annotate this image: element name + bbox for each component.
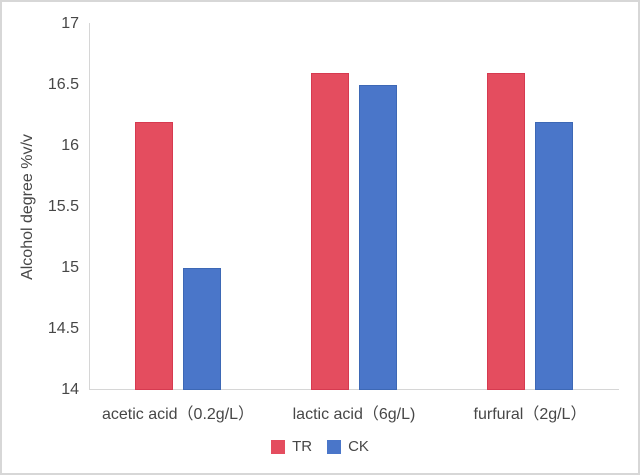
legend: TR CK: [2, 438, 638, 455]
y-tick-label: 16: [61, 137, 79, 154]
x-axis-label: lactic acid（6g/L): [292, 406, 416, 423]
bar-tr-2: [487, 72, 525, 390]
bar-tr-0: [135, 121, 173, 390]
legend-label-tr: TR: [292, 438, 313, 455]
y-axis-line: [89, 23, 90, 390]
legend-label-ck: CK: [348, 438, 369, 455]
bar-tr-1: [311, 72, 349, 390]
y-tick-label: 17: [61, 15, 79, 32]
legend-item-tr: TR: [271, 438, 312, 455]
y-tick-label: 14: [61, 381, 79, 398]
legend-swatch-ck: [327, 439, 342, 454]
y-tick-label: 14.5: [47, 320, 79, 337]
y-tick-label: 15.5: [47, 198, 79, 215]
bar-ck-1: [359, 85, 397, 390]
legend-item-ck: CK: [327, 438, 369, 455]
legend-swatch-tr: [271, 439, 286, 454]
bar-ck-2: [535, 121, 573, 390]
y-tick-label: 16.5: [47, 76, 79, 93]
x-axis-label: furfural（2g/L）: [473, 406, 587, 423]
y-tick-label: 15: [61, 259, 79, 276]
x-axis-label: acetic acid（0.2g/L）: [101, 406, 255, 423]
bar-ck-0: [183, 268, 221, 390]
x-axis-line: [89, 389, 619, 390]
